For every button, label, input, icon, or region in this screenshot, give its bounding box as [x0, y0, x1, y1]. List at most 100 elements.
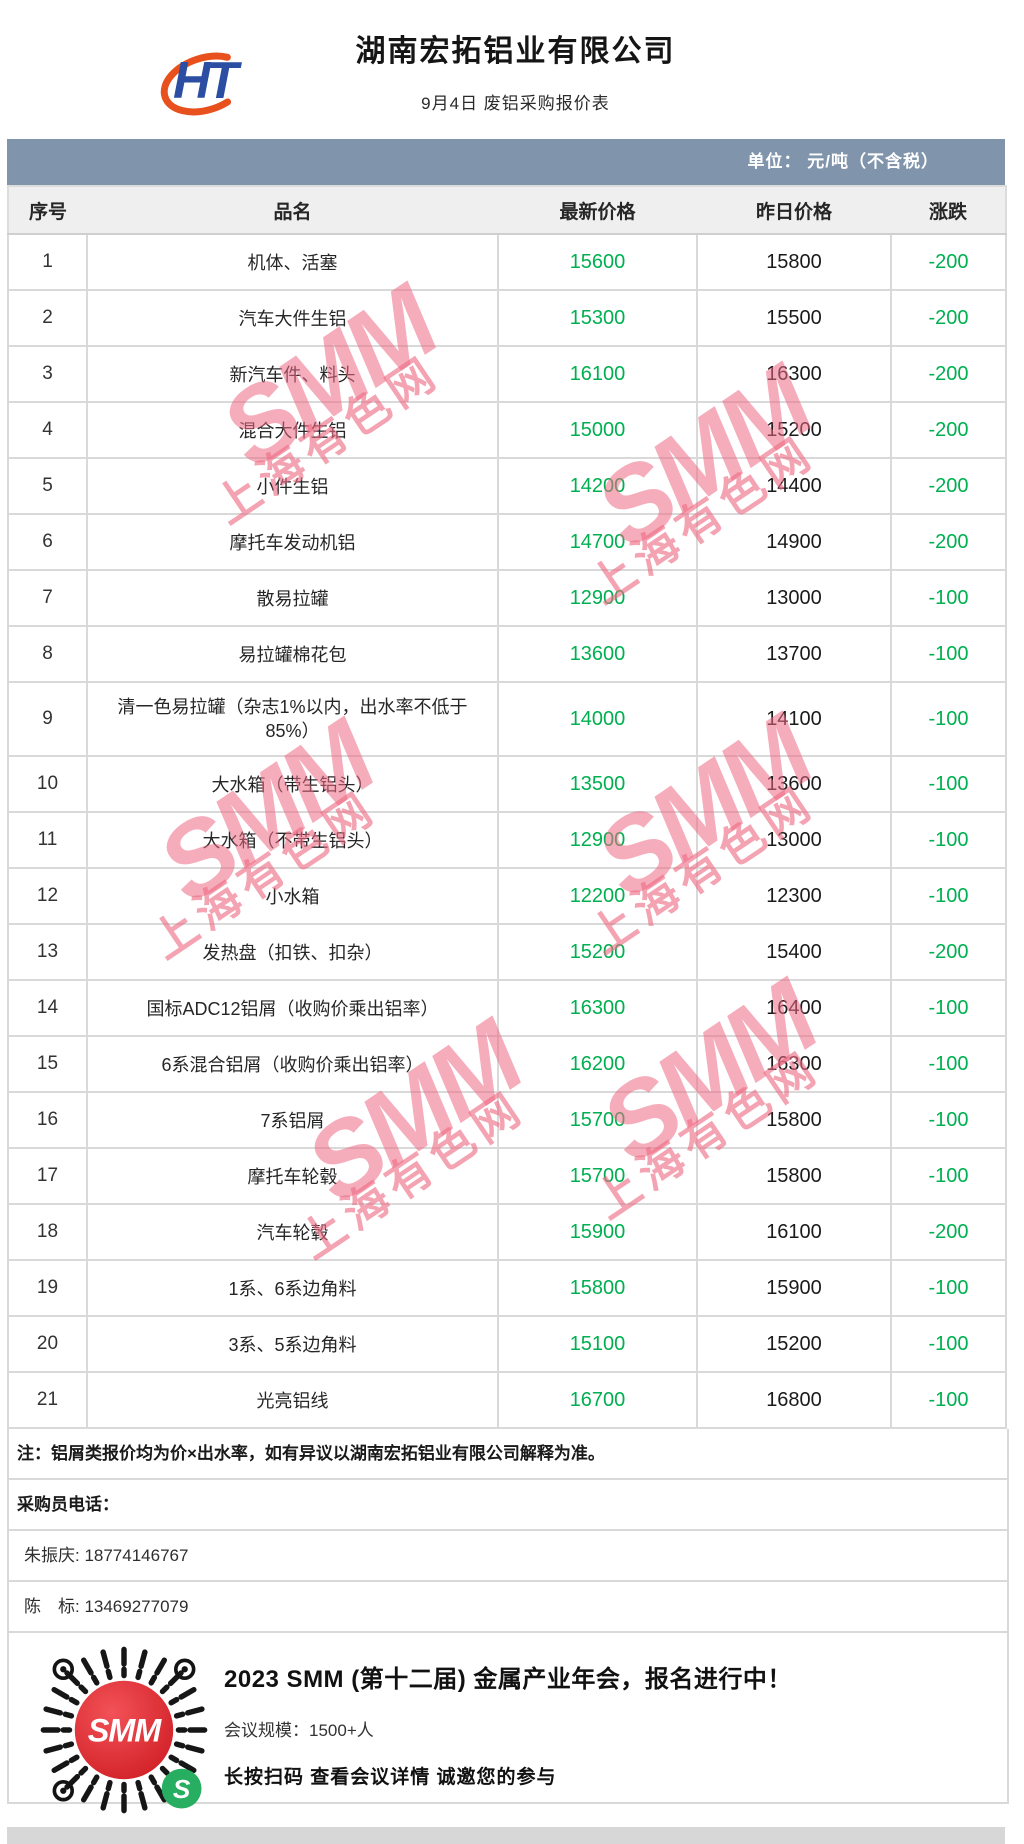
- product-name-cell: 摩托车发动机铝: [86, 513, 499, 571]
- logo-letters: HT: [173, 52, 243, 110]
- yesterday-price-cell: 13000: [696, 811, 892, 869]
- table-row: 16 7系铝屑 15700 15800 -100: [7, 1091, 1007, 1149]
- price-table: 序号 品名 最新价格 昨日价格 涨跌 1 机体、活塞 15600 15800 -200 …: [7, 185, 1007, 1429]
- product-name-cell: 发热盘（扣铁、扣杂）: [86, 923, 499, 981]
- change-cell: -100: [890, 1371, 1007, 1429]
- latest-price-cell: 14700: [497, 513, 698, 571]
- latest-price-cell: 13500: [497, 755, 698, 813]
- change-cell: -100: [890, 755, 1007, 813]
- row-number-cell: 4: [7, 401, 88, 459]
- bottom-strip: [7, 1827, 1005, 1844]
- row-number-cell: 2: [7, 289, 88, 347]
- row-number-cell: 11: [7, 811, 88, 869]
- product-name-cell: 清一色易拉罐（杂志1%以内，出水率不低于85%）: [86, 681, 499, 757]
- latest-price-cell: 16100: [497, 345, 698, 403]
- table-row: 4 混合大件生铝 15000 15200 -200: [7, 401, 1007, 459]
- table-row: 9 清一色易拉罐（杂志1%以内，出水率不低于85%） 14000 14100 -100: [7, 681, 1007, 757]
- latest-price-cell: 15700: [497, 1091, 698, 1149]
- row-number-cell: 17: [7, 1147, 88, 1205]
- change-cell: -200: [890, 457, 1007, 515]
- yesterday-price-cell: 15800: [696, 1091, 892, 1149]
- yesterday-price-cell: 15200: [696, 1315, 892, 1373]
- yesterday-price-cell: 14400: [696, 457, 892, 515]
- banner-title: 2023 SMM (第十二届) 金属产业年会，报名进行中！: [224, 1666, 792, 1693]
- table-row: 8 易拉罐棉花包 13600 13700 -100: [7, 625, 1007, 683]
- yesterday-price-cell: 14900: [696, 513, 892, 571]
- table-row: 6 摩托车发动机铝 14700 14900 -200: [7, 513, 1007, 571]
- yesterday-price-cell: 15200: [696, 401, 892, 459]
- table-row: 14 国标ADC12铝屑（收购价乘出铝率） 16300 16400 -100: [7, 979, 1007, 1037]
- column-header-name: 品名: [87, 185, 498, 235]
- yesterday-price-cell: 16300: [696, 345, 892, 403]
- column-header-yesterday: 昨日价格: [697, 185, 891, 235]
- row-number-cell: 9: [7, 681, 88, 757]
- table-row: 3 新汽车件、料头 16100 16300 -200: [7, 345, 1007, 403]
- yesterday-price-cell: 13700: [696, 625, 892, 683]
- table-row: 7 散易拉罐 12900 13000 -100: [7, 569, 1007, 627]
- table-row: 11 大水箱（不带生铝头） 12900 13000 -100: [7, 811, 1007, 869]
- qr-code: SMM S: [35, 1641, 213, 1819]
- table-row: 5 小件生铝 14200 14400 -200: [7, 457, 1007, 515]
- table-row: 2 汽车大件生铝 15300 15500 -200: [7, 289, 1007, 347]
- page: HT 湖南宏拓铝业有限公司 9月4日 废铝采购报价表 单位： 元/吨（不含税） …: [7, 35, 1009, 1844]
- column-header-change: 涨跌: [891, 185, 1007, 235]
- change-cell: -200: [890, 345, 1007, 403]
- yesterday-price-cell: 15800: [696, 1147, 892, 1205]
- latest-price-cell: 16700: [497, 1371, 698, 1429]
- latest-price-cell: 15600: [497, 233, 698, 291]
- company-logo-icon: HT: [160, 52, 250, 116]
- yesterday-price-cell: 16800: [696, 1371, 892, 1429]
- yesterday-price-cell: 15500: [696, 289, 892, 347]
- row-number-cell: 13: [7, 923, 88, 981]
- latest-price-cell: 16200: [497, 1035, 698, 1093]
- latest-price-cell: 15200: [497, 923, 698, 981]
- latest-price-cell: 16300: [497, 979, 698, 1037]
- unit-label: 单位： 元/吨（不含税）: [747, 152, 939, 171]
- unit-bar: 单位： 元/吨（不含税）: [7, 139, 1005, 185]
- row-number-cell: 10: [7, 755, 88, 813]
- contact-row: 朱振庆: 18774146767: [9, 1531, 1007, 1582]
- change-cell: -100: [890, 625, 1007, 683]
- yesterday-price-cell: 16100: [696, 1203, 892, 1261]
- table-row: 17 摩托车轮毂 15700 15800 -100: [7, 1147, 1007, 1205]
- change-cell: -200: [890, 513, 1007, 571]
- note: 注：铝屑类报价均为价×出水率，如有异议以湖南宏拓铝业有限公司解释为准。: [9, 1429, 1007, 1480]
- yesterday-price-cell: 13000: [696, 569, 892, 627]
- row-number-cell: 8: [7, 625, 88, 683]
- row-number-cell: 21: [7, 1371, 88, 1429]
- change-cell: -100: [890, 1035, 1007, 1093]
- yesterday-price-cell: 13600: [696, 755, 892, 813]
- change-cell: -200: [890, 289, 1007, 347]
- change-cell: -100: [890, 811, 1007, 869]
- latest-price-cell: 12900: [497, 569, 698, 627]
- product-name-cell: 散易拉罐: [86, 569, 499, 627]
- yesterday-price-cell: 14100: [696, 681, 892, 757]
- change-cell: -100: [890, 1315, 1007, 1373]
- table-row: 13 发热盘（扣铁、扣杂） 15200 15400 -200: [7, 923, 1007, 981]
- product-name-cell: 7系铝屑: [86, 1091, 499, 1149]
- yesterday-price-cell: 15400: [696, 923, 892, 981]
- product-name-cell: 国标ADC12铝屑（收购价乘出铝率）: [86, 979, 499, 1037]
- latest-price-cell: 14200: [497, 457, 698, 515]
- change-cell: -100: [890, 681, 1007, 757]
- row-number-cell: 3: [7, 345, 88, 403]
- banner-cta: 长按扫码 查看会议详情 诚邀您的参与: [224, 1767, 557, 1788]
- product-name-cell: 光亮铝线: [86, 1371, 499, 1429]
- yesterday-price-cell: 15900: [696, 1259, 892, 1317]
- yesterday-price-cell: 12300: [696, 867, 892, 925]
- row-number-cell: 1: [7, 233, 88, 291]
- notes-section: 注：铝屑类报价均为价×出水率，如有异议以湖南宏拓铝业有限公司解释为准。 采购员电…: [7, 1429, 1009, 1633]
- table-row: 18 汽车轮毂 15900 16100 -200: [7, 1203, 1007, 1261]
- latest-price-cell: 15900: [497, 1203, 698, 1261]
- table-header-row: 序号 品名 最新价格 昨日价格 涨跌: [7, 185, 1007, 235]
- product-name-cell: 6系混合铝屑（收购价乘出铝率）: [86, 1035, 499, 1093]
- row-number-cell: 6: [7, 513, 88, 571]
- table-row: 1 机体、活塞 15600 15800 -200: [7, 233, 1007, 291]
- change-cell: -200: [890, 233, 1007, 291]
- row-number-cell: 14: [7, 979, 88, 1037]
- latest-price-cell: 15800: [497, 1259, 698, 1317]
- yesterday-price-cell: 16400: [696, 979, 892, 1037]
- column-header-latest: 最新价格: [498, 185, 697, 235]
- latest-price-cell: 12900: [497, 811, 698, 869]
- row-number-cell: 5: [7, 457, 88, 515]
